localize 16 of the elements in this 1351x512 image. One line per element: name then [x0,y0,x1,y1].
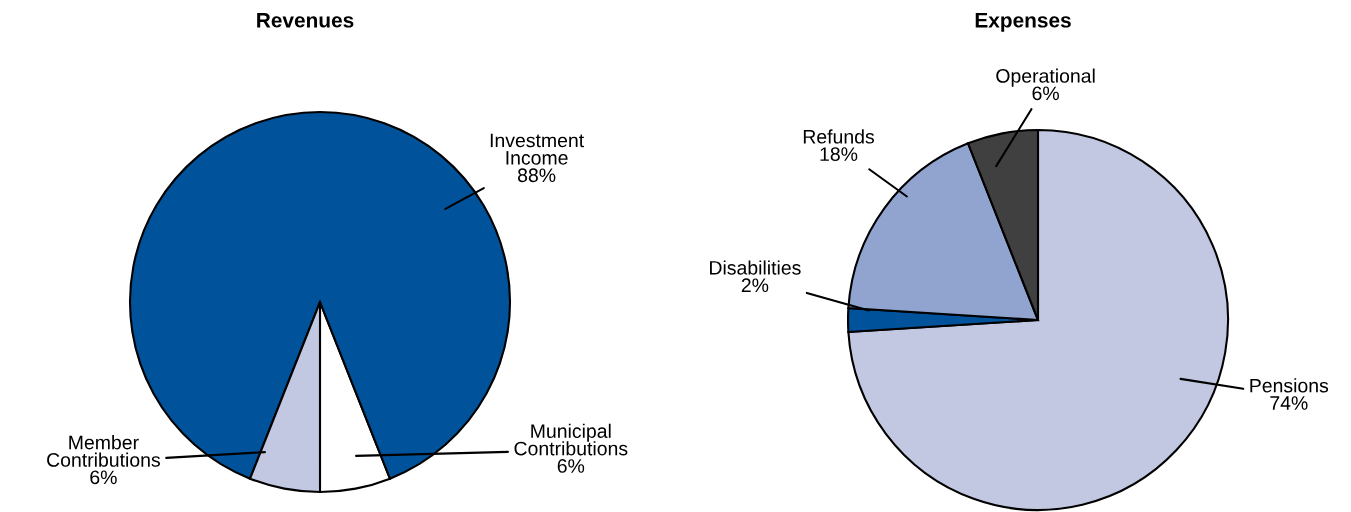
chart-title: Expenses [975,13,1071,32]
data-label: 6% [557,459,585,473]
slice-label: Disabilities [710,260,801,275]
data-label: 2% [741,278,769,293]
data-label: 6% [1032,86,1059,101]
slice-label: Pensions [1250,378,1329,393]
slice-label: Operational [996,68,1095,87]
slice-label: Member Contributions [47,435,160,467]
data-label: 18% [820,147,858,162]
chart-title: Revenues [257,13,354,28]
data-label: 6% [90,470,117,485]
slice-label: Municipal Contributions [514,423,628,456]
slice-label: Refunds [803,129,875,144]
slice-label: Investment Income [490,133,585,165]
data-label: 88% [517,168,556,183]
data-label: 74% [1270,396,1308,410]
